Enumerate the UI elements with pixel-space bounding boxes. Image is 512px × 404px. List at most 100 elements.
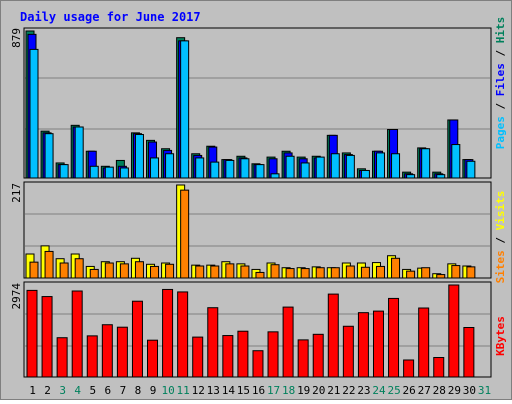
bar-sites-day-29 [451, 265, 461, 279]
bar-kbytes-day-23 [357, 312, 369, 378]
legend-sep-1: / [494, 96, 507, 116]
y-max-label-visits: 217 [10, 183, 23, 203]
bar-kbytes-day-22 [342, 325, 354, 378]
day-label: 24 [372, 384, 386, 397]
bar-sites-day-23 [360, 266, 370, 279]
bar-pages-day-14 [225, 159, 235, 179]
bar-pages-day-9 [150, 157, 160, 179]
legend-hits-files-pages: Pages / Files / Hits [494, 17, 507, 150]
bar-pages-day-27 [421, 148, 431, 179]
bar-kbytes-day-4 [71, 290, 83, 378]
bar-pages-day-19 [300, 162, 310, 179]
bar-kbytes-day-25 [388, 297, 400, 378]
bar-kbytes-day-6 [101, 324, 113, 378]
bar-kbytes-day-5 [86, 335, 98, 378]
bar-sites-day-11 [180, 189, 190, 279]
chart-panel-hits-files-pages [23, 27, 492, 179]
bar-kbytes-day-17 [267, 331, 279, 378]
bar-kbytes-day-12 [192, 336, 204, 378]
day-label: 27 [418, 384, 431, 397]
legend-visits-sites: Sites / Visits [494, 191, 507, 284]
bar-sites-day-7 [119, 263, 129, 279]
day-label: 3 [59, 384, 66, 397]
day-label: 14 [222, 384, 236, 397]
bar-sites-day-24 [375, 265, 385, 279]
bar-kbytes-day-13 [207, 307, 219, 378]
day-label: 6 [105, 384, 112, 397]
legend-sep-2: / [494, 43, 507, 63]
bar-kbytes-day-18 [282, 306, 294, 378]
bar-pages-day-20 [315, 156, 325, 179]
bar-pages-day-11 [180, 40, 190, 179]
day-label: 5 [89, 384, 96, 397]
bar-sites-day-18 [285, 268, 295, 279]
bar-pages-day-25 [391, 153, 401, 179]
bar-sites-day-10 [165, 263, 175, 279]
bar-kbytes-day-28 [433, 357, 445, 378]
bar-sites-day-20 [315, 267, 325, 279]
bar-sites-day-13 [210, 265, 220, 279]
legend-kbytes: KBytes [494, 316, 507, 356]
day-label: 12 [192, 384, 205, 397]
bar-pages-day-18 [285, 155, 295, 179]
bar-pages-day-17 [270, 173, 280, 179]
bar-kbytes-day-27 [418, 307, 430, 378]
bar-pages-day-13 [210, 161, 220, 179]
bar-sites-day-14 [225, 263, 235, 279]
bar-pages-day-10 [165, 153, 175, 179]
bar-kbytes-day-1 [26, 289, 38, 378]
day-label: 7 [120, 384, 127, 397]
bar-pages-day-29 [451, 144, 461, 179]
bar-sites-day-21 [330, 267, 340, 279]
legend-pages: Pages [494, 116, 507, 149]
bar-kbytes-day-20 [312, 333, 324, 378]
bar-pages-day-24 [375, 152, 385, 179]
bar-pages-day-2 [44, 133, 54, 179]
bar-kbytes-day-21 [327, 293, 339, 378]
day-label: 20 [312, 384, 325, 397]
bar-sites-day-19 [300, 268, 310, 279]
day-label: 11 [177, 384, 190, 397]
day-label: 22 [342, 384, 355, 397]
bar-sites-day-16 [255, 271, 265, 279]
day-label: 9 [150, 384, 157, 397]
bar-pages-day-22 [345, 154, 355, 179]
legend-hits: Hits [494, 17, 507, 44]
legend-visits: Visits [494, 191, 507, 231]
bar-kbytes-day-26 [403, 359, 415, 378]
bar-sites-day-25 [391, 257, 401, 279]
bar-kbytes-day-2 [41, 296, 53, 378]
bar-pages-day-1 [29, 48, 39, 179]
day-label: 8 [135, 384, 142, 397]
bar-sites-day-27 [421, 267, 431, 279]
day-label: 13 [207, 384, 220, 397]
chart-title: Daily usage for June 2017 [20, 10, 201, 24]
legend-files: Files [494, 63, 507, 96]
day-label: 31 [478, 384, 491, 397]
day-label: 28 [433, 384, 446, 397]
bar-sites-day-8 [134, 261, 144, 279]
bar-pages-day-15 [240, 158, 250, 179]
y-max-label-kbytes: 2974 [10, 283, 23, 310]
bar-sites-day-2 [44, 250, 54, 279]
bar-sites-day-12 [195, 265, 205, 279]
bar-pages-day-21 [330, 153, 340, 179]
bar-sites-day-9 [150, 265, 160, 279]
bar-kbytes-day-16 [252, 350, 264, 378]
bar-pages-day-8 [134, 134, 144, 179]
y-max-label-hits: 879 [10, 28, 23, 48]
bar-sites-day-3 [59, 262, 69, 279]
bar-kbytes-day-10 [162, 288, 174, 378]
bar-kbytes-day-8 [131, 300, 143, 378]
bar-kbytes-day-29 [448, 284, 460, 378]
bar-sites-day-6 [104, 262, 114, 279]
bar-pages-day-28 [436, 174, 446, 179]
bar-pages-day-6 [104, 166, 114, 179]
day-label: 2 [44, 384, 51, 397]
day-label: 18 [282, 384, 295, 397]
bar-pages-day-30 [466, 160, 476, 179]
bar-kbytes-day-3 [56, 337, 68, 378]
day-label: 17 [267, 384, 280, 397]
